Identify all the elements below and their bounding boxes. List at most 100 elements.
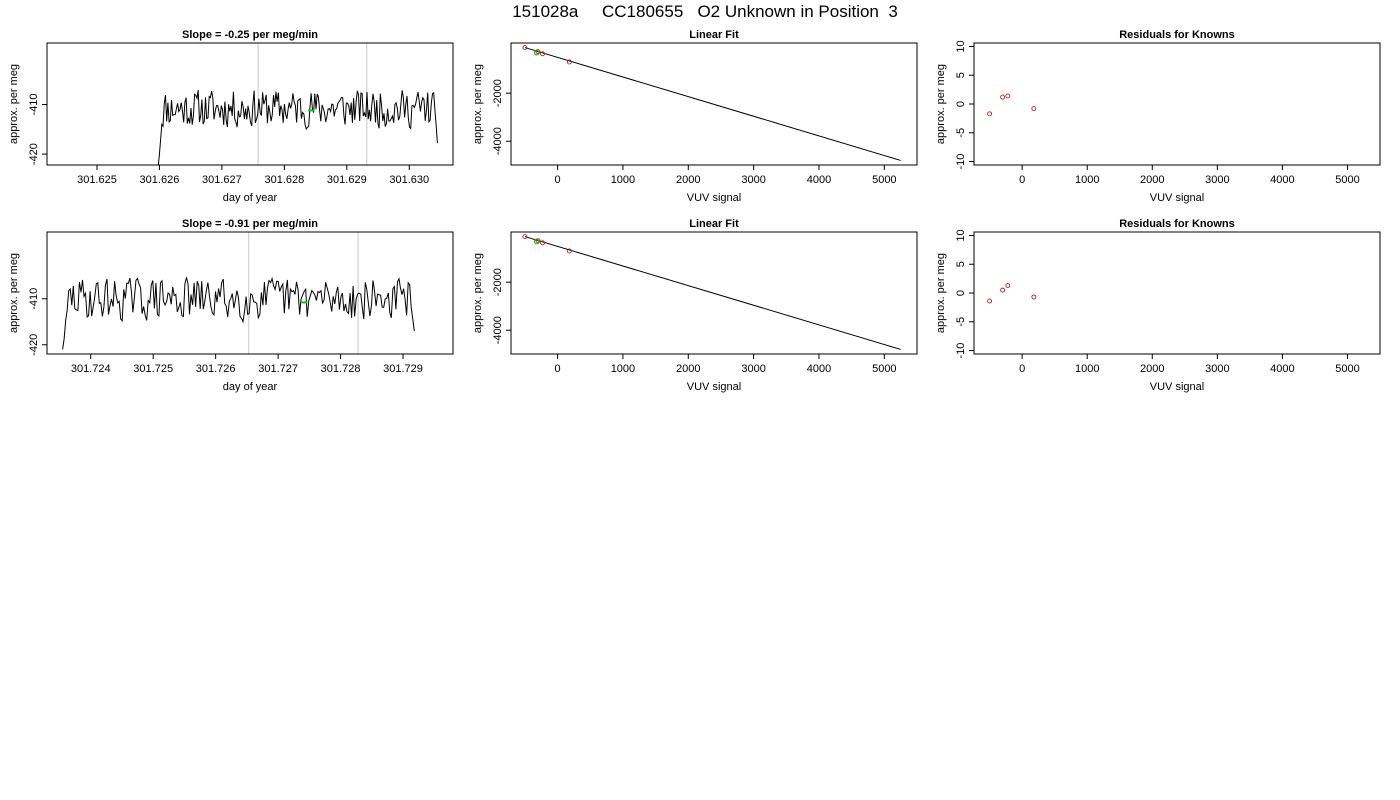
y-tick-label: -410 <box>28 288 40 310</box>
chart-title: Residuals for Knowns <box>1119 29 1235 41</box>
plot-area <box>522 234 901 350</box>
y-tick-label: -10 <box>955 343 967 359</box>
x-tick-label: 0 <box>1019 363 1025 375</box>
x-tick-label: 5000 <box>1335 174 1359 186</box>
y-tick-label: 10 <box>955 40 967 52</box>
panel-row1-resid: Residuals for Knowns 0 1000 2000 3000 4000 500… <box>935 29 1381 204</box>
known-point <box>1031 294 1037 300</box>
plot-frame <box>46 42 454 166</box>
x-tick-label: 3000 <box>741 174 765 186</box>
x-tick-label: 301.727 <box>258 363 298 375</box>
x-tick-label: 1000 <box>611 363 635 375</box>
y-axis-label: approx. per meg <box>472 253 484 333</box>
known-point <box>987 298 993 304</box>
known-point <box>535 238 541 244</box>
chart-title: Linear Fit <box>689 218 739 230</box>
plot-area <box>987 93 1037 117</box>
x-tick-label: 5000 <box>1335 363 1359 375</box>
x-tick-label: 301.728 <box>321 363 361 375</box>
y-tick-label: -4000 <box>492 316 504 344</box>
x-tick-label: 301.729 <box>383 363 423 375</box>
x-tick-label: 301.625 <box>77 174 117 186</box>
x-tick-label: 0 <box>1019 174 1025 186</box>
y-tick-label: -2000 <box>492 79 504 107</box>
plot-frame <box>510 42 918 166</box>
x-tick-label: 301.627 <box>202 174 242 186</box>
x-axis-label: VUV signal <box>687 192 741 204</box>
y-axis-label: approx. per meg <box>8 64 20 144</box>
x-tick-label: 2000 <box>676 174 700 186</box>
x-tick-label: 4000 <box>1270 363 1294 375</box>
x-tick-label: 301.725 <box>133 363 173 375</box>
y-tick-label: -410 <box>28 93 40 115</box>
x-tick-label: 5000 <box>872 363 896 375</box>
known-point <box>566 59 572 65</box>
y-tick-label: -4000 <box>492 127 504 155</box>
plot-area <box>157 43 438 165</box>
panel-row2-resid: Residuals for Knowns 0 1000 2000 3000 4000 500… <box>935 218 1381 393</box>
y-tick-label: 5 <box>955 261 967 267</box>
x-tick-label: 2000 <box>676 363 700 375</box>
x-tick-label: 4000 <box>807 174 831 186</box>
fit-line <box>524 47 901 161</box>
y-tick-label: 0 <box>955 101 967 107</box>
x-tick-label: 301.629 <box>327 174 367 186</box>
chart-title: Linear Fit <box>689 29 739 41</box>
x-tick-label: 301.628 <box>264 174 304 186</box>
panel-row1-fit: Linear Fit 0 1000 2000 3000 4000 5000 VUV signa… <box>472 29 918 204</box>
x-tick-label: 4000 <box>807 363 831 375</box>
known-point <box>1005 93 1011 99</box>
known-point <box>1000 287 1006 293</box>
plot-frame <box>46 231 454 355</box>
x-tick-label: 4000 <box>1270 174 1294 186</box>
panel-row1-time: Slope = -0.25 per meg/min 301.625 301.626 3… <box>8 29 454 204</box>
known-point <box>540 51 546 57</box>
page-title: 151028a CC180655 O2 Unknown in Position … <box>512 2 898 21</box>
x-axis-label: VUV signal <box>1150 192 1204 204</box>
y-tick-label: 0 <box>955 290 967 296</box>
x-tick-label: 0 <box>555 174 561 186</box>
x-axis-label: VUV signal <box>1150 381 1204 393</box>
known-point <box>566 248 572 254</box>
x-tick-label: 301.724 <box>71 363 111 375</box>
known-point <box>522 45 528 51</box>
y-axis-label: approx. per meg <box>935 64 947 144</box>
x-tick-label: 2000 <box>1140 174 1164 186</box>
chart-title: Slope = -0.25 per meg/min <box>182 29 318 41</box>
known-point <box>1005 283 1011 288</box>
x-tick-label: 3000 <box>1205 174 1229 186</box>
y-tick-label: -420 <box>28 334 40 356</box>
plot-area <box>987 283 1037 304</box>
plot-frame <box>973 231 1381 355</box>
known-point <box>1000 94 1006 100</box>
y-axis-label: approx. per meg <box>472 64 484 144</box>
x-axis-label: day of year <box>223 192 278 204</box>
x-tick-label: 1000 <box>1075 363 1099 375</box>
x-tick-label: 1000 <box>611 174 635 186</box>
plot-area <box>62 232 415 354</box>
y-tick-label: 10 <box>955 229 967 241</box>
x-tick-label: 301.726 <box>196 363 236 375</box>
panel-row2-time: Slope = -0.91 per meg/min 301.724 301.725 3… <box>8 218 454 393</box>
y-tick-label: -5 <box>955 128 967 138</box>
known-point <box>522 234 528 240</box>
x-tick-label: 2000 <box>1140 363 1164 375</box>
chart-title: Residuals for Knowns <box>1119 218 1235 230</box>
y-tick-label: -10 <box>955 154 967 170</box>
y-axis-label: approx. per meg <box>935 253 947 333</box>
x-tick-label: 3000 <box>741 363 765 375</box>
known-point <box>987 111 993 117</box>
plot-area <box>522 45 901 161</box>
known-point <box>540 240 546 246</box>
x-axis-label: VUV signal <box>687 381 741 393</box>
x-tick-label: 3000 <box>1205 363 1229 375</box>
data-series-line <box>62 276 415 350</box>
y-tick-label: -2000 <box>492 268 504 296</box>
x-axis-label: day of year <box>223 381 278 393</box>
x-tick-label: 301.630 <box>389 174 429 186</box>
panel-row2-fit: Linear Fit 0 1000 2000 3000 4000 5000 VUV signa… <box>472 218 918 393</box>
known-point <box>1031 106 1037 112</box>
y-tick-label: 5 <box>955 72 967 78</box>
plot-frame <box>973 42 1381 166</box>
